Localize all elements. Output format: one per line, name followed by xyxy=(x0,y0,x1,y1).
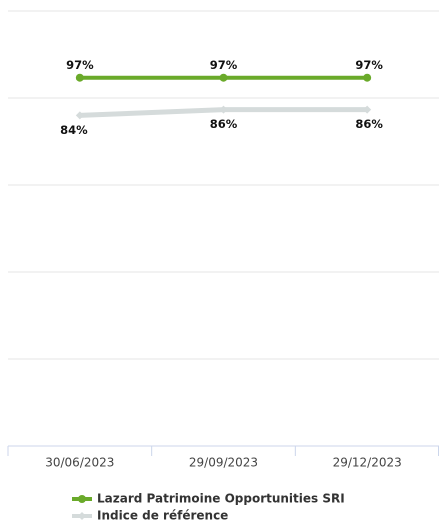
legend-label: Lazard Patrimoine Opportunities SRI xyxy=(97,492,345,506)
point xyxy=(219,105,228,114)
legend-label: Indice de référence xyxy=(97,509,228,522)
data-label: 97% xyxy=(66,58,94,72)
data-label: 84% xyxy=(60,123,88,137)
data-label: 97% xyxy=(355,58,383,72)
x-tick-label: 29/12/2023 xyxy=(333,456,402,470)
legend-symbol xyxy=(78,512,86,520)
legend-symbol xyxy=(78,495,86,503)
point xyxy=(75,73,84,82)
point xyxy=(75,111,84,120)
point xyxy=(219,73,228,82)
x-tick-label: 29/09/2023 xyxy=(189,456,258,470)
point xyxy=(363,105,372,114)
x-tick-label: 30/06/2023 xyxy=(45,456,114,470)
data-label: 86% xyxy=(355,117,383,131)
data-label: 97% xyxy=(210,58,238,72)
data-label: 86% xyxy=(210,117,238,131)
point xyxy=(363,73,372,82)
